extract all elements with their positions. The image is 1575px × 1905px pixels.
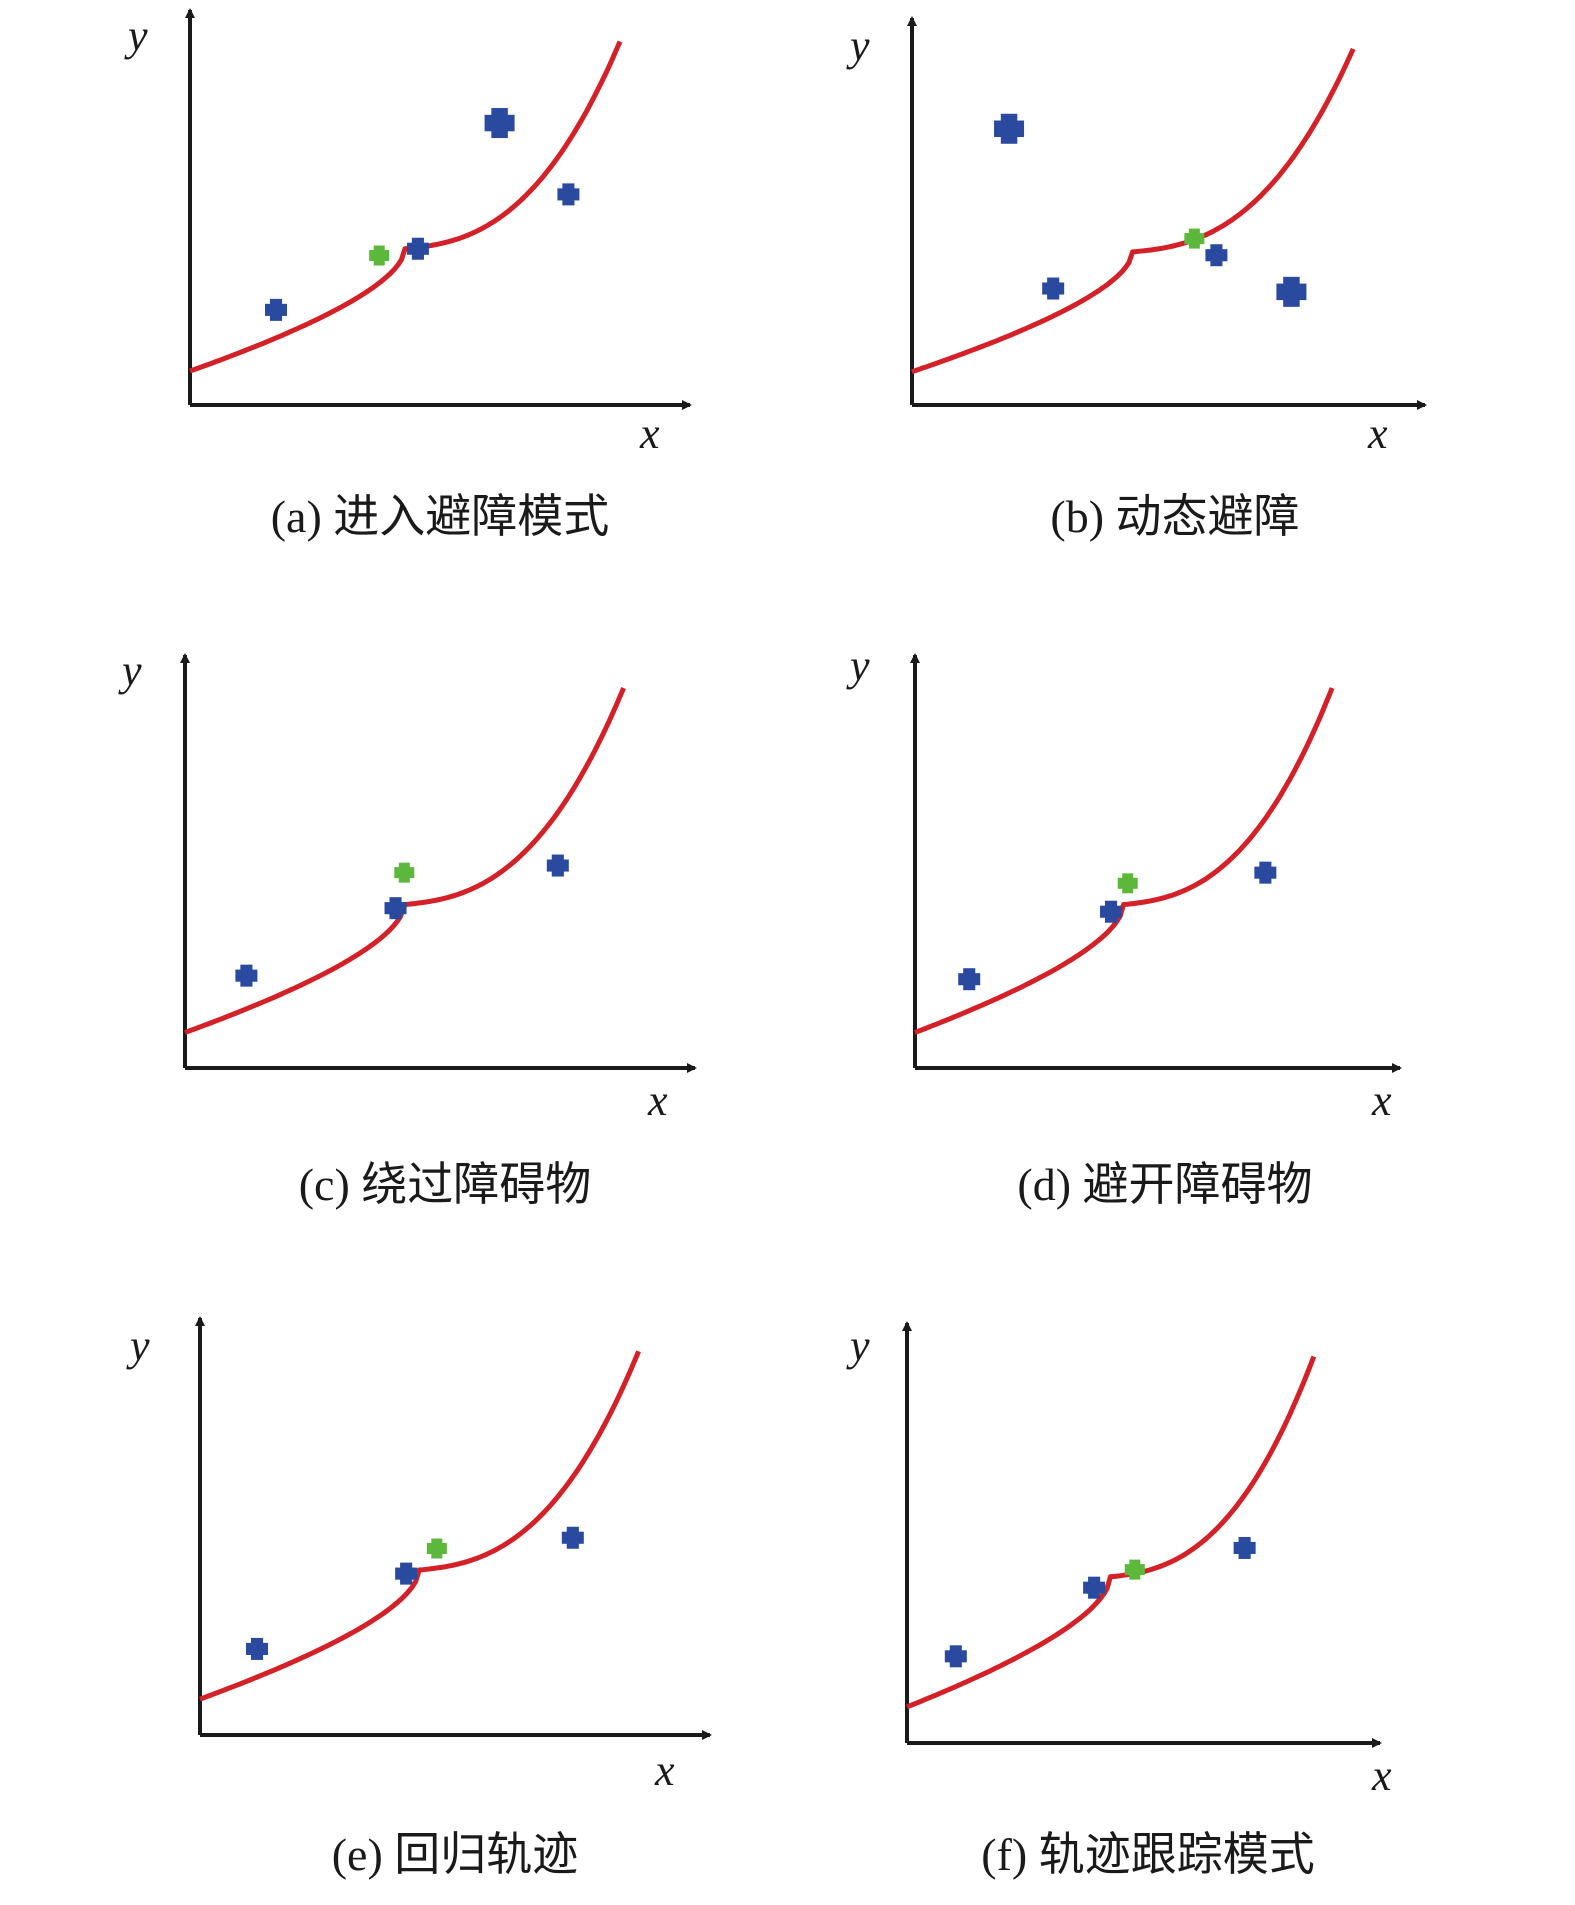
- waypoint-marker: [235, 964, 258, 987]
- waypoint-marker-v: [411, 237, 424, 260]
- waypoint-marker-v: [250, 1637, 264, 1660]
- waypoint-marker-v: [1210, 244, 1223, 267]
- y-axis-label: y: [118, 646, 142, 695]
- panel-b: y x (b) 动态避障: [846, 16, 1427, 542]
- reference-trajectory: [906, 1355, 1317, 1710]
- panel-c: y x (c) 绕过障碍物: [118, 646, 697, 1210]
- waypoint-marker: [1083, 1576, 1106, 1599]
- waypoint-marker-v: [400, 1562, 413, 1585]
- panel-caption: (c) 绕过障碍物: [299, 1159, 592, 1210]
- waypoint-marker: [384, 897, 407, 920]
- robot-marker: [369, 245, 390, 266]
- y-axis-label: y: [846, 641, 870, 690]
- waypoint-marker-v: [566, 1526, 579, 1549]
- reference-trajectory: [911, 47, 1356, 375]
- robot-marker-v: [431, 1538, 443, 1559]
- waypoint-marker-v: [562, 183, 575, 206]
- obstacle-marker-v: [1283, 276, 1300, 307]
- robot-marker-v: [398, 862, 410, 883]
- robot-marker: [1124, 1559, 1145, 1580]
- waypoint-marker: [246, 1637, 269, 1660]
- waypoint-marker: [561, 1526, 584, 1549]
- x-axis-label: x: [1371, 1076, 1392, 1125]
- waypoint-marker-v: [949, 1645, 962, 1668]
- panel-caption: (e) 回归轨迹: [332, 1829, 579, 1880]
- waypoint-marker: [265, 298, 287, 321]
- robot-marker-v: [373, 245, 385, 266]
- y-axis-label: y: [846, 1321, 870, 1370]
- panel-d: y x (d) 避开障碍物: [846, 641, 1402, 1210]
- reference-trajectory: [189, 40, 623, 374]
- waypoint-marker: [395, 1562, 418, 1585]
- obstacle-marker: [994, 113, 1025, 144]
- y-axis-label: y: [126, 1321, 150, 1370]
- waypoint-marker: [1100, 900, 1123, 923]
- panel-f: y x (f) 轨迹跟踪模式: [846, 1321, 1392, 1880]
- waypoint-marker: [1205, 244, 1228, 267]
- obstacle-marker: [484, 108, 515, 139]
- waypoint-marker-v: [963, 968, 976, 991]
- waypoint-marker-v: [1088, 1576, 1101, 1599]
- obstacle-marker: [1276, 276, 1307, 307]
- robot-marker-v: [1122, 873, 1134, 894]
- y-axis-label: y: [846, 21, 870, 70]
- robot-marker: [1117, 873, 1138, 894]
- panel-caption: (b) 动态避障: [1050, 491, 1299, 542]
- reference-trajectory: [199, 1350, 641, 1702]
- x-axis-label: x: [647, 1076, 668, 1125]
- waypoint-marker: [1254, 861, 1277, 884]
- robot-marker: [1184, 228, 1205, 249]
- waypoint-marker-v: [1104, 900, 1118, 923]
- x-axis-label: x: [639, 409, 660, 458]
- robot-marker-v: [1188, 228, 1200, 249]
- panel-e: y x (e) 回归轨迹: [126, 1316, 712, 1880]
- waypoint-marker-v: [1259, 861, 1272, 884]
- waypoint-marker-v: [551, 854, 564, 877]
- waypoint-marker: [557, 183, 580, 206]
- waypoint-marker: [546, 854, 569, 877]
- panel-caption: (a) 进入避障模式: [271, 491, 610, 542]
- waypoint-marker: [406, 237, 429, 260]
- y-axis-label: y: [124, 11, 148, 60]
- waypoint-marker: [944, 1645, 967, 1668]
- panel-a: y x (a) 进入避障模式: [124, 8, 692, 542]
- waypoint-marker-v: [1238, 1536, 1251, 1559]
- waypoint-marker-v: [240, 964, 253, 987]
- reference-trajectory: [914, 687, 1335, 1035]
- obstacle-marker-v: [1000, 113, 1018, 144]
- x-axis-label: x: [1371, 1751, 1392, 1800]
- panel-caption: (d) 避开障碍物: [1017, 1159, 1312, 1210]
- x-axis-label: x: [654, 1746, 675, 1795]
- x-axis-label: x: [1367, 409, 1388, 458]
- panel-caption: (f) 轨迹跟踪模式: [981, 1829, 1314, 1880]
- waypoint-marker-v: [1047, 277, 1060, 300]
- waypoint-marker: [1233, 1536, 1256, 1559]
- waypoint-marker-v: [269, 298, 283, 321]
- robot-marker: [394, 862, 415, 883]
- waypoint-marker: [1042, 277, 1065, 300]
- waypoint-marker: [958, 968, 981, 991]
- waypoint-marker-v: [389, 897, 402, 920]
- robot-marker-v: [1129, 1559, 1141, 1580]
- robot-marker: [426, 1538, 447, 1559]
- obstacle-marker-v: [491, 108, 508, 139]
